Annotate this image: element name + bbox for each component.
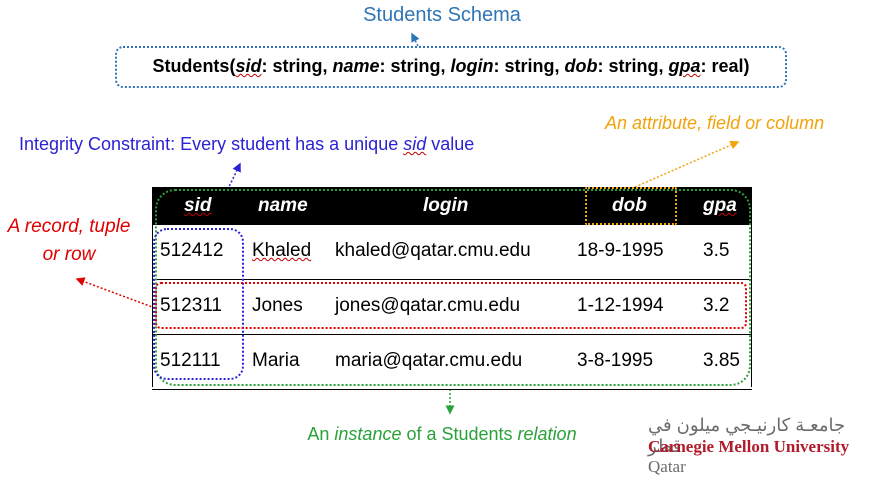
cell-sid: 512311	[160, 295, 222, 316]
instance-relation: relation	[517, 424, 577, 444]
logo-qatar: Qatar	[648, 457, 686, 476]
header-login: login	[423, 195, 469, 216]
schema-name-type: : string,	[379, 56, 451, 76]
sid-column-outline	[153, 228, 244, 380]
header-dob: dob	[612, 195, 647, 216]
header-name: name	[258, 195, 308, 216]
cell-gpa: 3.2	[703, 295, 730, 316]
schema-title: Students Schema	[363, 4, 521, 26]
cell-dob: 3-8-1995	[577, 350, 654, 371]
schema-definition: Students(sid: string, name: string, logi…	[115, 56, 787, 77]
integrity-sid: sid	[403, 134, 427, 154]
cell-dob: 18-9-1995	[577, 240, 664, 261]
dob-column-outline	[585, 187, 677, 225]
cell-gpa: 3.85	[703, 350, 740, 371]
table-row: 512311 Jones jones@qatar.cmu.edu 1-12-19…	[152, 280, 752, 335]
instance-prefix: An	[307, 424, 335, 444]
integrity-prefix: Integrity Constraint: Every student has …	[19, 134, 404, 154]
table-header: sid name login dob gpa	[152, 187, 752, 225]
schema-gpa-type: : real)	[700, 56, 750, 76]
logo-cmu: Carnegie Mellon University	[648, 437, 850, 456]
schema-box	[115, 46, 787, 88]
cell-login: jones@qatar.cmu.edu	[335, 295, 521, 316]
instance-mid: of a Students	[401, 424, 518, 444]
schema-name: name	[332, 56, 380, 76]
record-label-line1: A record, tuple	[7, 216, 131, 237]
cell-name: Jones	[252, 295, 303, 316]
schema-relation: Students	[152, 56, 230, 76]
logo-arabic-text: جامعـة كارنيـجي ميلون في قطر	[648, 415, 846, 456]
instance-label: An instance of a Students relation	[0, 424, 884, 445]
cell-gpa: 3.5	[703, 240, 730, 261]
record-label: A record, tuple or row	[0, 213, 138, 269]
cell-login: khaled@qatar.cmu.edu	[335, 240, 531, 261]
table-row: 512111 Maria maria@qatar.cmu.edu 3-8-199…	[152, 335, 752, 390]
integrity-suffix: value	[426, 134, 475, 154]
record-label-line2: or row	[42, 244, 96, 265]
instance-word: instance	[334, 424, 402, 444]
attribute-arrow	[634, 140, 740, 188]
cell-sid: 512111	[160, 350, 221, 371]
record-row-outline	[155, 282, 747, 329]
schema-open: (	[229, 56, 236, 76]
cell-name: Maria	[252, 350, 300, 371]
cmu-qatar-logo: جامعـة كارنيـجي ميلون في قطر Carnegie Me…	[648, 415, 880, 476]
record-arrow	[75, 277, 156, 309]
schema-sid-type: : string,	[261, 56, 333, 76]
schema-dob-type: : string,	[597, 56, 669, 76]
header-gpa: gpa	[703, 195, 737, 216]
table-row: 512412 Khaled khaled@qatar.cmu.edu 18-9-…	[152, 225, 752, 280]
header-sid: sid	[184, 195, 212, 216]
schema-gpa: gpa	[668, 56, 701, 76]
students-table: sid name login dob gpa 512412 Khaled kha…	[152, 187, 752, 390]
schema-login: login	[450, 56, 494, 76]
cell-name: Khaled	[252, 240, 312, 261]
integrity-constraint-label: Integrity Constraint: Every student has …	[19, 134, 474, 155]
schema-arrow	[411, 32, 420, 47]
cell-sid: 512412	[160, 240, 224, 261]
schema-login-type: : string,	[493, 56, 565, 76]
schema-sid: sid	[235, 56, 262, 76]
logo-english-text: Carnegie Mellon University Qatar	[648, 437, 876, 477]
cell-login: maria@qatar.cmu.edu	[335, 350, 523, 371]
cell-dob: 1-12-1994	[577, 295, 664, 316]
attribute-label: An attribute, field or column	[605, 113, 825, 133]
table-frame	[152, 187, 752, 387]
schema-dob: dob	[564, 56, 598, 76]
